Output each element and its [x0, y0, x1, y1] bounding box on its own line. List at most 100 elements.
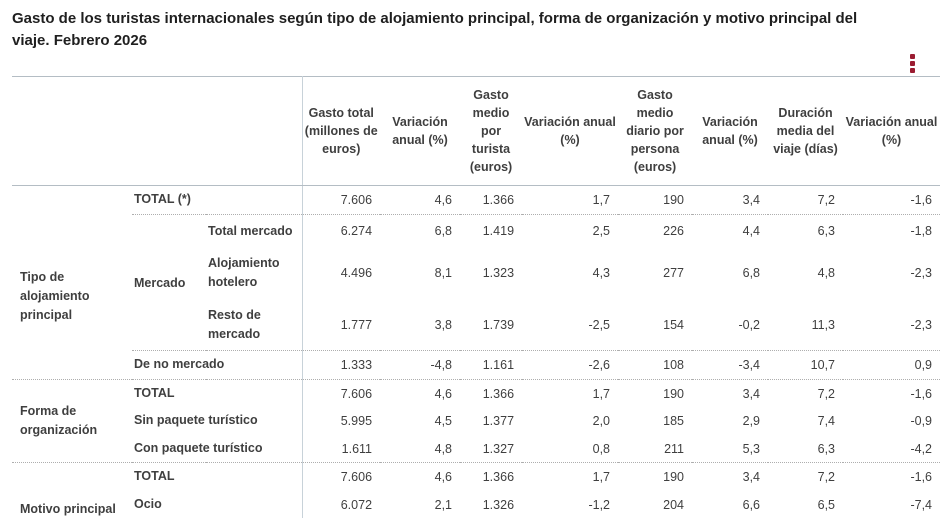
- table-row: Con paquete turístico 1.611 4,8 1.327 0,…: [12, 434, 941, 464]
- kebab-menu-icon: [909, 53, 915, 59]
- table-row: Motivo principal del viaje TOTAL 7.606 4…: [12, 462, 940, 516]
- table-cell: 1.161: [460, 350, 523, 380]
- table-cell: 3,4: [742, 386, 761, 401]
- table-cell: -4,2: [843, 434, 941, 464]
- table-cell: 6,8: [742, 266, 761, 281]
- table-cell: 1.323: [482, 266, 515, 281]
- row-label: TOTAL (*): [132, 185, 303, 215]
- table-cell: 10,7: [768, 350, 844, 380]
- table-row: Forma de organización TOTAL 7.606 4,6 1.…: [12, 379, 940, 464]
- table-cell: 6.274: [340, 224, 373, 238]
- row-label: Sin paquete turístico: [132, 407, 303, 435]
- row-label: Con paquete turístico: [132, 434, 303, 464]
- section-label: Forma de organización: [12, 379, 132, 464]
- table-cell: 4,5: [434, 414, 453, 429]
- table-cell: 6.072: [340, 497, 373, 512]
- section-spacer: [12, 186, 132, 215]
- table-cell: -1,6: [910, 386, 933, 401]
- table-cell: 1.366: [460, 185, 523, 215]
- table-cell: 204: [663, 497, 685, 512]
- table-cell: 4.496: [340, 266, 373, 281]
- column-header: Duración media del viaje (días): [768, 76, 844, 187]
- table-cell: 2,1: [434, 497, 453, 512]
- table-cell: 1,7: [522, 185, 619, 215]
- table-cell: 4,6: [434, 386, 453, 401]
- table-cell: 8,1: [434, 266, 453, 281]
- table-cell: 6,5: [817, 497, 836, 512]
- table-cell: 1.366: [482, 386, 515, 401]
- table-cell: 2,0: [592, 414, 611, 429]
- table-cell: 1.739: [482, 317, 515, 332]
- table-cell: 6,8: [434, 224, 453, 238]
- row-label: Ocio: [132, 490, 303, 518]
- data-table: Gasto total (millones de euros) Variació…: [12, 75, 941, 518]
- table-row: Tipo de alojamiento principal Mercado To…: [12, 214, 940, 380]
- table-cell: 190: [663, 386, 685, 401]
- table-cell: 108: [618, 350, 693, 380]
- table-cell: 226: [663, 224, 685, 238]
- table-cell: 154: [663, 317, 685, 332]
- table-cell: 190: [663, 470, 685, 485]
- table-cell: 1,7: [592, 386, 611, 401]
- table-cell: 0,9: [843, 350, 941, 380]
- table-cell: 3,4: [692, 185, 769, 215]
- row-label: Resto de mercado: [206, 298, 303, 351]
- table-cell: -1,6: [843, 185, 941, 215]
- table-cell: 2,5: [592, 224, 611, 238]
- table-cell: 0,8: [522, 434, 619, 464]
- row-label: De no mercado: [132, 350, 303, 380]
- table-cell: -1,8: [910, 224, 933, 238]
- kebab-menu-icon: [909, 60, 915, 66]
- table-cell: 5.995: [340, 414, 373, 429]
- table-cell: -3,4: [692, 350, 769, 380]
- table-cell: -2,3: [910, 317, 933, 332]
- table-cell: 6,3: [817, 224, 836, 238]
- table-cell: 4,8: [817, 266, 836, 281]
- table-cell: 277: [663, 266, 685, 281]
- column-header: Variación anual (%): [843, 76, 941, 187]
- table-row: Resto de mercado 1.777 3,8 1.739 -2,5 15…: [12, 298, 940, 351]
- row-label: TOTAL: [132, 462, 303, 491]
- section-label: Motivo principal del viaje: [20, 501, 116, 516]
- table-cell: -1,2: [588, 497, 611, 512]
- table-header-row: Gasto total (millones de euros) Variació…: [12, 76, 941, 187]
- section-label: Tipo de alojamiento principal: [12, 214, 132, 380]
- table-cell: 1.327: [460, 434, 523, 464]
- table-cell: -0,2: [738, 317, 761, 332]
- table-cell: 4,3: [592, 266, 611, 281]
- table-cell: 3,8: [434, 317, 453, 332]
- table-cell: 4,8: [380, 434, 461, 464]
- row-label: Alojamiento hotelero: [206, 247, 303, 299]
- column-header: Variación anual (%): [380, 76, 461, 187]
- table-row: Ocio 6.072 2,1 1.326 -1,2 204 6,6 6,5 -7…: [12, 490, 940, 518]
- page-title: Gasto de los turistas internacionales se…: [12, 10, 858, 49]
- table-cell: 7,2: [817, 386, 836, 401]
- column-header: Gasto medio por turista (euros): [460, 76, 523, 187]
- table-cell: 3,4: [742, 470, 761, 485]
- table-cell: 185: [663, 414, 685, 429]
- table-cell: 1.377: [482, 414, 515, 429]
- row-label: TOTAL: [132, 379, 303, 408]
- table-cell: 1.611: [302, 434, 381, 464]
- table-cell: 4,6: [434, 470, 453, 485]
- table-cell: 1.326: [482, 497, 515, 512]
- table-cell: 4,4: [742, 224, 761, 238]
- table-cell: -7,4: [910, 497, 933, 512]
- table-cell: 7.606: [340, 470, 373, 485]
- table-cell: 1.366: [482, 470, 515, 485]
- table-cell: 7,2: [817, 470, 836, 485]
- table-cell: -1,6: [910, 470, 933, 485]
- column-header: Gasto total (millones de euros): [302, 76, 381, 187]
- table-cell: 7,2: [768, 185, 844, 215]
- table-cell: 190: [618, 185, 693, 215]
- table-row: Alojamiento hotelero 4.496 8,1 1.323 4,3…: [12, 247, 940, 299]
- table-cell: 211: [618, 434, 693, 464]
- column-header: Variación anual (%): [692, 76, 769, 187]
- options-menu-button[interactable]: [904, 50, 920, 76]
- table-cell: 1.419: [482, 224, 515, 238]
- table-cell: 1,7: [592, 470, 611, 485]
- row-label: Total mercado: [206, 214, 303, 248]
- table-cell: -2,3: [910, 266, 933, 281]
- table-cell: 1.333: [302, 350, 381, 380]
